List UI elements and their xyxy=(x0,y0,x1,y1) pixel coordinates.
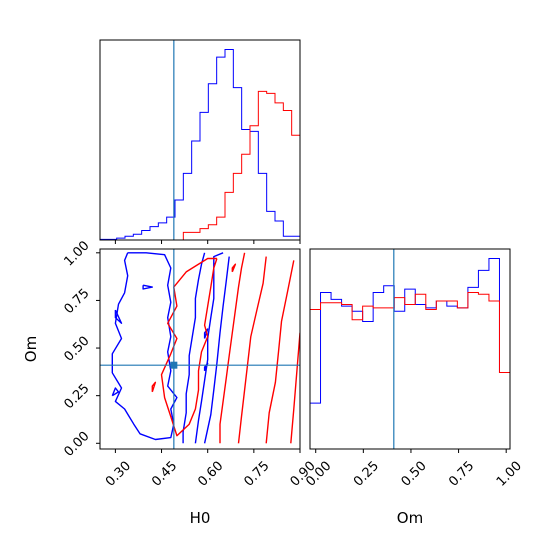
contour-red-15 xyxy=(151,381,157,393)
contour-blue-0 xyxy=(111,252,178,441)
joint-xlabel: H0 xyxy=(190,509,211,527)
joint-contours xyxy=(100,249,300,449)
contour-red-14 xyxy=(231,263,237,273)
joint-xtick-label-1: 0.45 xyxy=(149,459,180,490)
Om-marginal-frame xyxy=(309,248,511,450)
Om-marginal-xtick-label-4: 1.00 xyxy=(494,459,525,490)
joint-ytick-label-4: 1.00 xyxy=(62,238,93,269)
contour-red-9 xyxy=(160,257,218,437)
contour-blue-5 xyxy=(111,387,120,397)
Om-marginal-series-1-step xyxy=(309,292,511,449)
contour-red-12 xyxy=(265,260,295,444)
Om-marginal-series-0-step xyxy=(309,258,511,449)
Om-marginal-xlabel: Om xyxy=(397,509,423,527)
H0-marginal-frame xyxy=(99,39,301,241)
joint-xtick-label-2: 0.60 xyxy=(195,459,226,490)
contour-red-11 xyxy=(237,256,267,444)
contour-blue-6 xyxy=(142,284,153,290)
joint-ytick-label-2: 0.50 xyxy=(62,334,93,365)
joint-ylabel: Om xyxy=(22,336,40,362)
joint-xtick-label-0: 0.30 xyxy=(103,459,134,490)
Om-marginal-xtick-label-2: 0.50 xyxy=(399,459,430,490)
H0-marginal-series-0-step xyxy=(99,49,301,240)
Om-marginal-xtick-label-3: 0.75 xyxy=(446,459,477,490)
contour-red-10 xyxy=(219,252,246,444)
joint-contour-panel: 0.30 0.45 0.60 0.75 0.900.000.250.500.751.00… xyxy=(22,238,319,527)
contour-blue-3 xyxy=(203,256,230,444)
Om-marginal-xtick-label-1: 0.25 xyxy=(351,459,382,490)
joint-truth-marker xyxy=(170,361,178,369)
h0-marginal-panel xyxy=(99,39,301,244)
joint-ytick-label-0: 0.00 xyxy=(62,429,93,460)
joint-frame xyxy=(99,248,301,450)
joint-xtick-label-3: 0.75 xyxy=(241,459,272,490)
joint-ytick-label-1: 0.25 xyxy=(62,381,93,412)
contour-red-13 xyxy=(290,332,300,444)
joint-ytick-label-3: 0.75 xyxy=(62,286,93,317)
contour-blue-1 xyxy=(182,252,206,444)
contour-blue-4 xyxy=(114,309,123,324)
